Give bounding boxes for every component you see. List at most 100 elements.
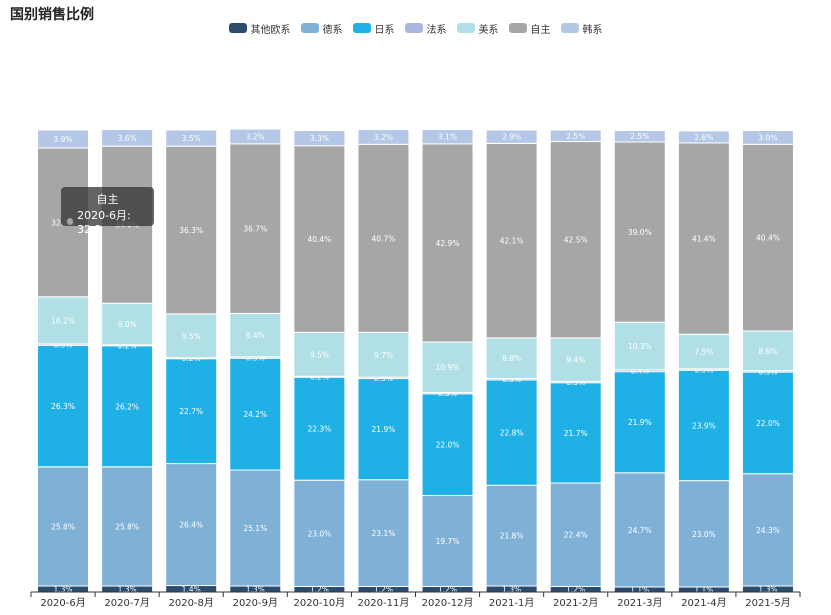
data-label: 3.1%: [438, 133, 457, 142]
bar-segment[interactable]: [293, 479, 346, 587]
bar-segment[interactable]: [613, 141, 666, 323]
bar-segment[interactable]: [37, 466, 90, 587]
bar-segment[interactable]: [37, 129, 90, 149]
bar-segment[interactable]: [613, 472, 666, 588]
bar-segment[interactable]: [549, 337, 602, 382]
legend-item[interactable]: 德系: [300, 20, 343, 36]
legend-swatch: [456, 23, 475, 33]
bar-segment[interactable]: [165, 463, 218, 587]
bar-segment[interactable]: [357, 378, 410, 481]
bar-segment[interactable]: [741, 143, 794, 332]
bar-segment[interactable]: [485, 484, 538, 587]
data-label: 1.1%: [630, 585, 649, 594]
legend-item[interactable]: 其他欧系: [228, 20, 291, 36]
data-label: 0.3%: [54, 341, 73, 350]
bar-segment[interactable]: [229, 357, 282, 471]
data-label: 42.5%: [564, 236, 588, 245]
data-label: 22.7%: [179, 407, 203, 416]
bar-segment[interactable]: [229, 469, 282, 587]
bar-segment[interactable]: [613, 129, 666, 143]
bar-segment[interactable]: [293, 129, 346, 147]
legend-label: 美系: [478, 24, 499, 36]
x-tick-label: 2020-9月: [233, 597, 278, 609]
x-tick-label: 2020-11月: [358, 597, 410, 609]
data-label: 1.3%: [246, 585, 265, 594]
data-label: 26.4%: [179, 521, 203, 530]
bar-segment[interactable]: [485, 379, 538, 486]
bar-segment[interactable]: [421, 143, 474, 343]
data-label: 3.9%: [54, 135, 73, 144]
bar-segment[interactable]: [549, 141, 602, 339]
bar-segment[interactable]: [293, 376, 346, 481]
bar-segment[interactable]: [421, 494, 474, 587]
data-label: 36.7%: [243, 225, 267, 234]
data-label: 0.3%: [374, 374, 393, 383]
data-label: 0.3%: [758, 367, 777, 376]
bar-segment[interactable]: [613, 321, 666, 371]
data-label: 9.5%: [310, 350, 329, 359]
data-label: 1.3%: [502, 585, 521, 594]
bar-segment[interactable]: [485, 337, 538, 380]
legend-swatch: [508, 23, 527, 33]
x-tick-label: 2021-5月: [745, 597, 790, 609]
bar-segment[interactable]: [37, 344, 90, 468]
legend-swatch: [560, 23, 579, 33]
legend-item[interactable]: 韩系: [560, 20, 603, 36]
data-label: 9.5%: [182, 332, 201, 341]
bar-segment[interactable]: [677, 369, 730, 482]
bar-segment[interactable]: [165, 313, 218, 359]
legend-item[interactable]: 日系: [352, 20, 395, 36]
data-label: 42.9%: [436, 239, 460, 248]
data-label: 1.2%: [310, 585, 329, 594]
data-label: 3.2%: [374, 133, 393, 142]
data-label: 1.2%: [374, 585, 393, 594]
bar-segment[interactable]: [101, 129, 154, 147]
bar-segment[interactable]: [357, 129, 410, 145]
legend-item[interactable]: 法系: [404, 20, 447, 36]
bar-segment[interactable]: [165, 129, 218, 147]
data-label: 21.9%: [628, 418, 652, 427]
bar-segment[interactable]: [229, 312, 282, 358]
bar-segment[interactable]: [549, 129, 602, 143]
data-label: 3.6%: [118, 134, 137, 143]
bar-segment[interactable]: [101, 302, 154, 346]
bar-segment[interactable]: [549, 482, 602, 587]
bar-segment[interactable]: [421, 129, 474, 145]
bar-segment[interactable]: [165, 145, 218, 315]
data-label: 23.9%: [692, 421, 716, 430]
x-tick-label: 2020-12月: [422, 597, 474, 609]
x-tick-label: 2021-1月: [489, 597, 534, 609]
legend-item[interactable]: 美系: [456, 20, 499, 36]
bar-segment[interactable]: [229, 128, 282, 145]
tooltip: 自主 2020-6月: 32.2: [61, 187, 154, 236]
bar-segment[interactable]: [741, 371, 794, 475]
data-label: 1.2%: [438, 585, 457, 594]
tooltip-dot-icon: [67, 218, 74, 225]
data-label: 40.4%: [756, 234, 780, 243]
bar-segment[interactable]: [229, 143, 282, 314]
bar-segment[interactable]: [485, 129, 538, 144]
bar-segment[interactable]: [677, 480, 730, 588]
bar-segment[interactable]: [165, 358, 218, 465]
x-tick-label: 2021-3月: [617, 597, 662, 609]
bar-segment[interactable]: [293, 331, 346, 377]
data-label: 19.7%: [436, 537, 460, 546]
data-label: 24.3%: [756, 526, 780, 535]
bar-segment[interactable]: [613, 371, 666, 474]
bar-segment[interactable]: [357, 331, 410, 378]
legend-item[interactable]: 自主: [508, 20, 551, 36]
bar-segment[interactable]: [357, 143, 410, 333]
data-label: 1.2%: [566, 585, 585, 594]
bar-segment[interactable]: [101, 345, 154, 468]
data-label: 25.1%: [243, 524, 267, 533]
x-tick-label: 2020-7月: [104, 597, 149, 609]
data-label: 0.3%: [246, 354, 265, 363]
bar-segment[interactable]: [677, 142, 730, 335]
data-label: 3.5%: [182, 134, 201, 143]
bar-segment[interactable]: [549, 382, 602, 484]
bar-segment[interactable]: [357, 479, 410, 587]
bar-segment[interactable]: [677, 130, 730, 144]
bar-segment[interactable]: [677, 333, 730, 370]
bar-segment[interactable]: [741, 129, 794, 145]
